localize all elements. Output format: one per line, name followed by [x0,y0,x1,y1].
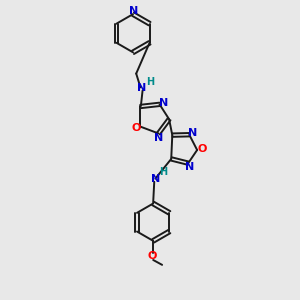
Text: O: O [148,251,157,261]
Text: N: N [159,98,168,108]
Text: N: N [188,128,198,138]
Text: H: H [146,77,154,87]
Text: N: N [130,5,139,16]
Text: N: N [151,174,160,184]
Text: O: O [131,123,140,133]
Text: O: O [197,144,206,154]
Text: H: H [159,167,167,177]
Text: N: N [154,133,163,143]
Text: N: N [185,162,194,172]
Text: N: N [137,83,146,93]
